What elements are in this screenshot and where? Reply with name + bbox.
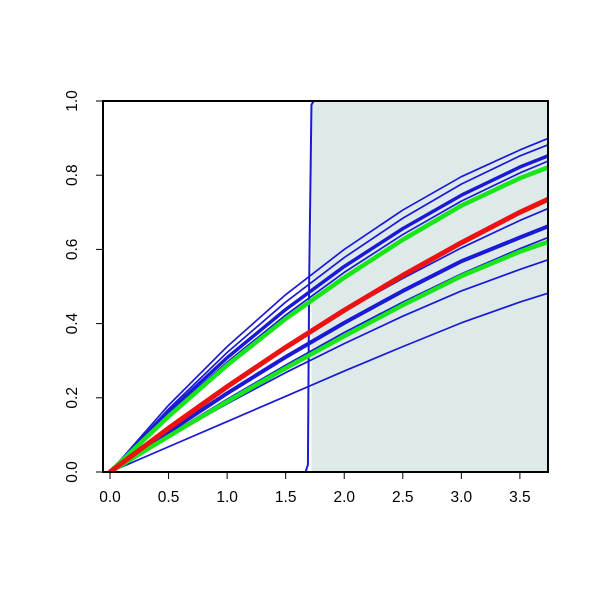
series-line-10 (107, 165, 548, 472)
x-tick-label: 2.0 (333, 489, 355, 506)
y-tick-label: 0.0 (64, 461, 81, 483)
step-curve-line (103, 101, 548, 472)
series-line-2 (109, 143, 548, 472)
series-line-1 (109, 137, 548, 472)
axis-ticks: 0.0 0.5 1.0 1.5 2.0 2.5 3.0 3.5 0.0 0.2 0.4 0.6 0.8 1… (64, 90, 531, 506)
plot-frame (102, 100, 549, 473)
x-tick-label: 0.0 (99, 489, 121, 506)
series-line-9 (109, 292, 548, 472)
x-tick-label: 1.0 (216, 489, 238, 506)
plot-lines (103, 101, 548, 472)
x-tick-label: 3.0 (451, 489, 473, 506)
x-tick-label: 1.5 (275, 489, 297, 506)
series-line-6 (108, 224, 548, 472)
y-tick-label: 1.0 (64, 90, 81, 112)
x-tick-label: 3.5 (509, 489, 531, 506)
x-tick-label: 0.5 (158, 489, 180, 506)
series-line-3 (108, 154, 548, 472)
y-tick-label: 0.2 (64, 387, 81, 409)
y-tick-label: 0.8 (64, 164, 81, 186)
series-line-12 (107, 196, 548, 472)
y-tick-label: 0.6 (64, 239, 81, 261)
y-tick-label: 0.4 (64, 312, 81, 334)
series-line-11 (107, 239, 548, 472)
shaded-region (311, 101, 548, 472)
x-tick-label: 2.5 (392, 489, 414, 506)
